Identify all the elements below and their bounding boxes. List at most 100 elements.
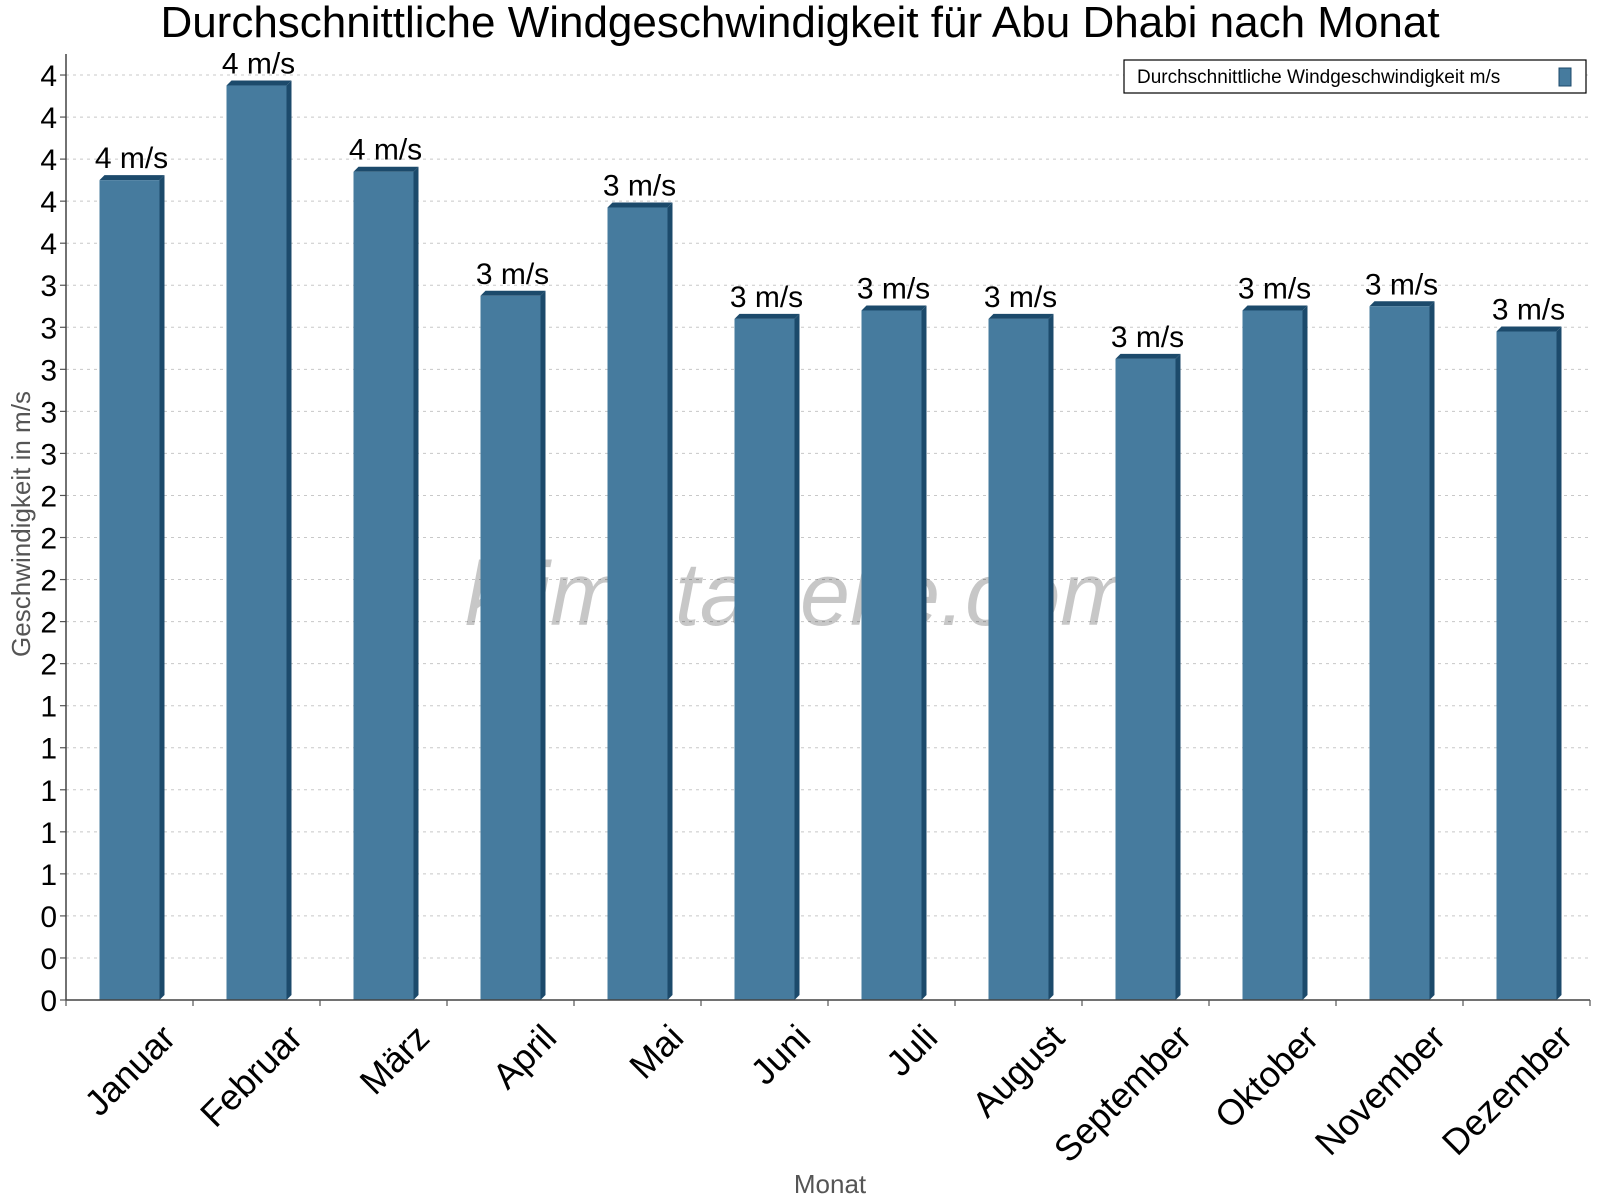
bar-front (734, 318, 795, 1000)
bar-front (1496, 331, 1557, 1000)
bar-side (667, 202, 673, 1000)
y-axis-title: Geschwindigkeit in m/s (6, 391, 36, 657)
x-tick-label: April (484, 1017, 564, 1097)
grid-lines (66, 74, 1590, 1001)
y-tick-label: 2 (40, 565, 57, 598)
bar-front (1115, 358, 1176, 1000)
x-tick-label: März (352, 1017, 438, 1103)
x-tick-labels: Januar Februar März April Mai Juni Juli AugustS… (76, 1017, 1580, 1171)
bar-front (226, 85, 287, 1001)
data-label: 3 m/s (1111, 321, 1184, 354)
x-tick-label: Juli (878, 1017, 945, 1084)
bar-front (607, 207, 668, 1000)
y-tick-label: 2 (40, 480, 57, 513)
y-tick-label: 1 (40, 691, 57, 724)
bar-side (1048, 313, 1054, 1000)
x-axis-title: Monat (794, 1169, 867, 1199)
x-tick-label: Mai (621, 1017, 691, 1087)
y-tick-label: 4 (40, 186, 57, 219)
bar-top (1496, 326, 1562, 332)
bar-mai (607, 202, 673, 1000)
y-tick-label: 0 (40, 985, 57, 1018)
y-tick-label: 3 (40, 396, 57, 429)
data-label: 4 m/s (349, 134, 422, 167)
bar-januar (99, 175, 165, 1001)
y-tick-label: 3 (40, 438, 57, 471)
bar-side (794, 313, 800, 1000)
bar-side (921, 305, 927, 1001)
y-tick-label: 0 (40, 901, 57, 934)
bar-november (1369, 301, 1435, 1000)
bar-side (540, 290, 546, 1000)
bar-side (1175, 353, 1181, 1000)
bar-dezember (1496, 326, 1562, 1000)
data-label: 4 m/s (95, 142, 168, 175)
bar-juli (861, 305, 927, 1001)
x-tick-label: August (964, 1017, 1072, 1125)
bar-august (988, 313, 1054, 1000)
bar-top (226, 80, 292, 86)
y-tick-label: 1 (40, 775, 57, 808)
bar-front (480, 295, 541, 1000)
legend: Durchschnittliche Windgeschwindigkeit m/… (1123, 59, 1587, 94)
y-tick-label: 2 (40, 649, 57, 682)
y-tick-label: 4 (40, 60, 57, 93)
bar-front (1369, 306, 1430, 1000)
data-label: 3 m/s (730, 281, 803, 314)
y-tick-labels: 0 0 0 1 1 1 1 1 2 2 2 2 2 3 3 3 3 3 4 4 4 4 4 (40, 60, 57, 1018)
legend-entry-label: Durchschnittliche Windgeschwindigkeit m/… (1137, 67, 1500, 88)
axes (60, 54, 1591, 1006)
bar-front (353, 171, 414, 1001)
bars (99, 80, 1562, 1001)
bar-top (861, 305, 927, 311)
bar-side (413, 166, 419, 1001)
bar-top (353, 166, 419, 172)
y-tick-label: 3 (40, 312, 57, 345)
y-tick-label: 3 (40, 270, 57, 303)
bar-side (1302, 305, 1308, 1001)
bar-top (607, 202, 673, 208)
bar-side (1556, 326, 1562, 1000)
y-tick-label: 4 (40, 144, 57, 177)
y-tick-label: 3 (40, 354, 57, 387)
bar-september (1115, 353, 1181, 1000)
y-tick-label: 2 (40, 607, 57, 640)
data-label: 3 m/s (476, 258, 549, 291)
bar-april (480, 290, 546, 1000)
y-tick-label: 1 (40, 859, 57, 892)
bar-front (1242, 310, 1303, 1001)
legend-swatch (1558, 67, 1572, 87)
x-tick-label: Dezember (1434, 1017, 1580, 1163)
bar-oktober (1242, 305, 1308, 1001)
y-tick-label: 0 (40, 943, 57, 976)
bar-side (286, 80, 292, 1001)
x-tick-label: Juni (742, 1017, 818, 1093)
bar-top (480, 290, 546, 296)
chart-title: Durchschnittliche Windgeschwindigkeit fü… (160, 0, 1439, 47)
y-tick-label: 2 (40, 523, 57, 556)
x-tick-label: Oktober (1207, 1017, 1327, 1137)
bar-top (1242, 305, 1308, 311)
bar-februar (226, 80, 292, 1001)
data-label: 3 m/s (1492, 293, 1565, 326)
legend-box (1123, 59, 1587, 94)
bar-top (99, 175, 165, 181)
data-label: 3 m/s (857, 272, 930, 305)
x-tick-label: Januar (76, 1017, 183, 1124)
data-label: 3 m/s (1365, 268, 1438, 301)
x-tick-label: November (1307, 1017, 1453, 1163)
bar-top (734, 313, 800, 319)
data-label: 3 m/s (984, 281, 1057, 314)
bar-side (1429, 301, 1435, 1000)
bar-top (1115, 353, 1181, 359)
data-label: 3 m/s (1238, 272, 1311, 305)
data-label: 4 m/s (222, 48, 295, 81)
bar-top (988, 313, 1054, 319)
bar-top (1369, 301, 1435, 307)
bar-front (99, 180, 160, 1001)
bar-juni (734, 313, 800, 1000)
y-tick-label: 4 (40, 228, 57, 261)
bar-side (159, 175, 165, 1001)
bar-front (861, 310, 922, 1001)
